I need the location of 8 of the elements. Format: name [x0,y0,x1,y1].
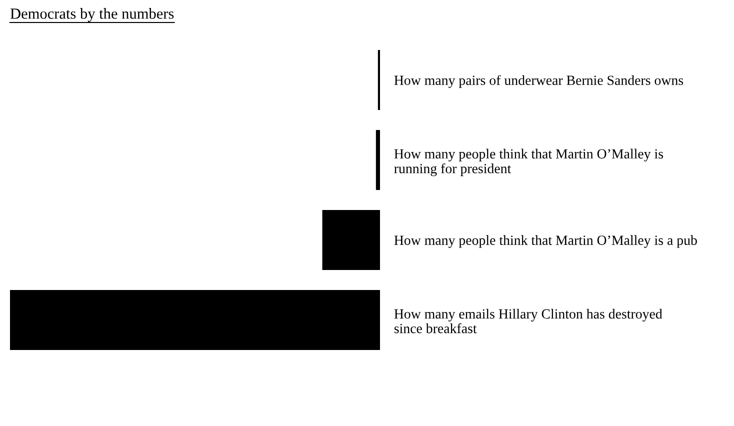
y-tick-label: How many people think that Martin O’Malley is running for president [394,148,664,176]
y-tick-label: How many pairs of underwear Bernie Sanders owns [394,75,684,88]
bar [322,210,380,270]
chart-title: Democrats by the numbers [10,8,174,22]
y-tick-label: How many emails Hillary Clinton has destroyed since breakfast [394,308,662,334]
bar [10,290,380,350]
y-tick-label: How many people think that Martin O’Malley is a pub [394,235,697,248]
bar [376,130,380,190]
